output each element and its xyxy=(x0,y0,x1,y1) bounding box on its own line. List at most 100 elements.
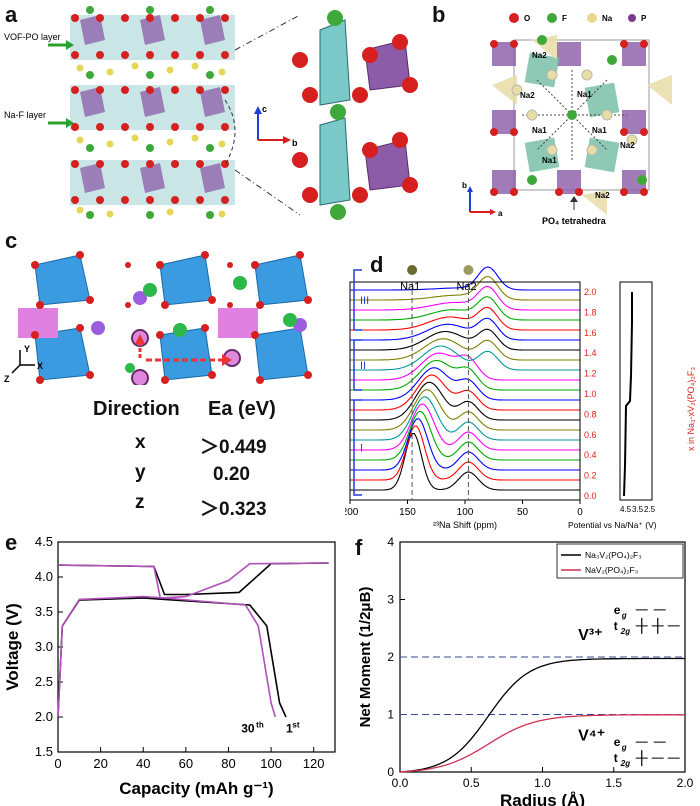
region-label-2: III xyxy=(360,295,369,307)
nmr-spectrum-1 xyxy=(350,425,580,481)
axis-indicator-b: b a xyxy=(462,181,503,218)
na2-marker xyxy=(463,265,474,275)
nmr-spectrum-2 xyxy=(350,418,580,471)
x-tick-label-d-4: 0 xyxy=(577,507,583,518)
nmr-spectrum-17 xyxy=(350,296,580,321)
y-tick-label-e-6: 4.5 xyxy=(35,534,53,549)
y-tick-label-e-1: 2.0 xyxy=(35,709,53,724)
na-site-labels: Na2 Na1 Na2 Na1 Na1 Na2 Na1 Na2 xyxy=(520,51,635,200)
svg-text:O: O xyxy=(524,14,530,23)
panel-f-moment-chart: 0.0 0.5 1.0 1.5 2.0 0 1 2 3 4 Radius (Å) Net Moment… xyxy=(357,535,694,806)
svg-text:a: a xyxy=(498,209,503,218)
naf-layer-label: Na-F layer xyxy=(4,110,46,120)
panel-label-f: f xyxy=(355,535,363,560)
nmr-spectrum-15 xyxy=(350,317,580,341)
table-row-z-dir: z xyxy=(135,492,145,513)
right-tick-label-3: 0.6 xyxy=(584,430,597,440)
table-row-x-ea: ＞0.449 xyxy=(200,437,267,458)
v4-label: V⁴⁺ xyxy=(578,727,605,744)
region-bracket-1 xyxy=(353,339,362,391)
nmr-spectrum-19 xyxy=(350,275,580,301)
axis-indicator-c: Y X Z xyxy=(4,344,43,384)
svg-text:Na1: Na1 xyxy=(592,126,607,135)
nmr-spectrum-9 xyxy=(350,367,580,401)
y-tick-label-f-1: 1 xyxy=(387,708,394,722)
nmr-spectrum-18 xyxy=(350,285,580,311)
nmr-spectrum-10 xyxy=(350,359,580,391)
potential-tick-1: 3.5 xyxy=(632,505,644,514)
svg-text:Na2: Na2 xyxy=(532,51,547,60)
x-tick-label-f-1: 0.5 xyxy=(463,776,480,790)
y-label-e: Voltage (V) xyxy=(3,603,22,691)
x-tick-label-f-0: 0.0 xyxy=(392,776,409,790)
nmr-spectrum-5 xyxy=(350,396,580,441)
potential-tick-2: 2.5 xyxy=(644,505,656,514)
region-bracket-0 xyxy=(353,399,362,496)
right-tick-label-2: 0.4 xyxy=(584,450,597,460)
layer-arrows xyxy=(48,40,74,128)
table-row-z-ea: ＞0.323 xyxy=(200,499,267,520)
right-tick-label-4: 0.8 xyxy=(584,409,597,419)
right-tick-label-9: 1.8 xyxy=(584,307,597,317)
region-label-1: II xyxy=(360,360,366,372)
panel-label-c: c xyxy=(5,228,18,253)
y-tick-label-e-5: 4.0 xyxy=(35,569,53,584)
svg-text:b: b xyxy=(462,181,467,190)
na2-label: Na2 xyxy=(456,281,476,293)
nmr-spectrum-6 xyxy=(350,389,580,431)
po4-caption: PO₄ tetrahedra xyxy=(542,216,607,226)
potential-label: Potential vs Na/Na⁺ (V) xyxy=(568,520,657,530)
v4-orb-e: e xyxy=(614,735,621,749)
svg-text:P: P xyxy=(641,14,647,23)
panel-a-structure: VOF-PO layer Na-F layer c b xyxy=(4,6,418,220)
right-tick-label-7: 1.4 xyxy=(584,348,597,358)
plot-frame-d xyxy=(349,281,581,501)
x-tick-label-d-1: 150 xyxy=(399,507,416,518)
svg-text:Na1: Na1 xyxy=(577,90,592,99)
x-label-e: Capacity (mAh g⁻¹) xyxy=(119,779,273,798)
x-label-f: Radius (Å) xyxy=(500,791,585,806)
axis-b-label: b xyxy=(292,138,298,148)
y-label-f: Net Moment (1/2μB) xyxy=(357,587,374,728)
x-tick-label-f-2: 1.0 xyxy=(534,776,551,790)
x-tick-label-d-2: 100 xyxy=(457,507,474,518)
legend-box-f xyxy=(556,543,684,579)
panel-label-d: d xyxy=(370,252,384,277)
label-30: 30 xyxy=(241,721,255,735)
x-tick-label-e-1: 20 xyxy=(93,756,107,771)
legend-text-1: NaV₂(PO₄)₂F₃ xyxy=(585,565,638,575)
panel-b-structure: O F Na P Na2 Na1 Na2 Na1 Na1 Na2 Na1 N xyxy=(462,13,672,226)
svg-text:Na2: Na2 xyxy=(620,141,635,150)
table-row-y-dir: y xyxy=(135,462,146,483)
region-label-0: I xyxy=(360,443,363,455)
panel-e-voltage-chart: 0 20 40 60 80 100 120 1.5 2.0 2.5 3.0 3.5 4.0 4.5 Capa… xyxy=(3,534,336,798)
y-tick-label-e-0: 1.5 xyxy=(35,744,53,759)
x-tick-label-e-0: 0 xyxy=(54,756,61,771)
right-tick-label-8: 1.6 xyxy=(584,328,597,338)
table-header-ea: Ea (eV) xyxy=(208,398,276,420)
na1-label: Na1 xyxy=(400,281,420,293)
panel-label-b: b xyxy=(432,2,446,27)
vofpo-layer-label: VOF-PO layer xyxy=(4,32,61,42)
right-tick-label-1: 0.2 xyxy=(584,471,597,481)
potential-frame xyxy=(619,281,653,501)
nmr-spectrum-0 xyxy=(350,433,580,491)
panel-c-diffusion: Y X Z xyxy=(4,251,312,385)
legend-text-0: Na₃V₂(PO₄)₂F₃ xyxy=(585,550,642,560)
curve-Na3V2(PO4)2F3 xyxy=(399,657,685,773)
v4-orb-eg-sub: g xyxy=(621,743,627,752)
label-1: 1 xyxy=(286,721,293,735)
x-tick-label-e-3: 60 xyxy=(179,756,193,771)
svg-text:X: X xyxy=(37,361,43,371)
x-tick-label-f-3: 1.5 xyxy=(605,776,622,790)
nmr-spectrum-7 xyxy=(350,381,580,421)
panel-label-e: e xyxy=(5,530,18,555)
svg-text:Na2: Na2 xyxy=(595,191,610,200)
right-tick-label-5: 1.0 xyxy=(584,389,597,399)
na1-marker xyxy=(407,265,418,275)
v3-label: V³⁺ xyxy=(578,627,602,644)
nmr-spectrum-14 xyxy=(350,328,580,351)
svg-text:Y: Y xyxy=(24,344,30,354)
nmr-spectrum-13 xyxy=(350,338,580,361)
